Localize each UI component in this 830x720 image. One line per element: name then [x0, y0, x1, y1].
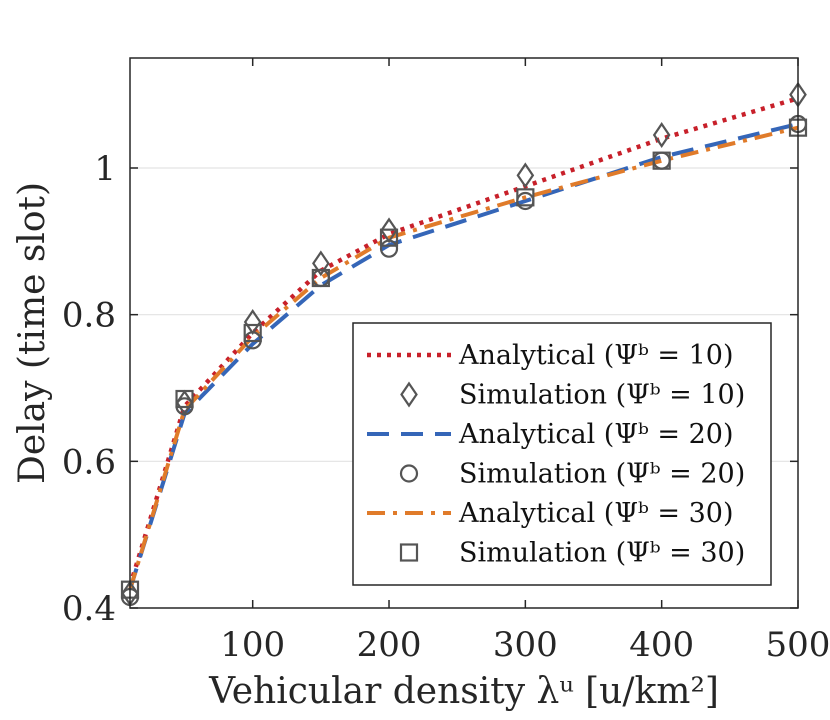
series-line-3: [128, 125, 799, 591]
legend-entry: Analytical (Ψᵇ = 10): [367, 340, 733, 371]
legend-entry: Simulation (Ψᵇ = 30): [399, 538, 745, 569]
series-marker-square-3: [243, 323, 262, 343]
series-marker-square-7: [652, 151, 671, 170]
y-tick-label: 0.8: [62, 296, 116, 336]
x-tick-label: 500: [766, 625, 830, 665]
legend: Analytical (Ψᵇ = 10) Simulation (Ψᵇ = 10)…: [352, 322, 772, 586]
legend-entry: Analytical (Ψᵇ = 20): [367, 419, 733, 450]
legend-entry: Simulation (Ψᵇ = 10): [400, 380, 745, 411]
y-tick-label: 0.4: [62, 589, 116, 629]
axes: [129, 57, 799, 609]
series-marker-circle-5: [379, 239, 399, 258]
axes-box: [129, 57, 799, 609]
legend-swatch-circle: [399, 464, 419, 483]
legend-label: Simulation (Ψᵇ = 30): [459, 538, 745, 569]
y-axis-label: Delay (time slot): [12, 182, 53, 484]
legend-label: Simulation (Ψᵇ = 20): [459, 459, 745, 490]
series-marker-square-4: [311, 268, 330, 288]
legend-swatch-diamond: [400, 381, 418, 408]
series-marker-square-5: [379, 228, 399, 247]
x-tick-label: 400: [629, 625, 694, 665]
x-tick-label: 200: [357, 625, 422, 665]
legend-label: Simulation (Ψᵇ = 10): [459, 380, 745, 411]
series-marker-diamond-6: [516, 162, 535, 189]
series-line-1: [127, 96, 799, 587]
x-tick-label: 300: [493, 625, 558, 665]
legend-label: Analytical (Ψᵇ = 10): [458, 340, 733, 371]
legend-entry: Simulation (Ψᵇ = 20): [399, 459, 745, 490]
legend-swatch-square: [399, 543, 419, 562]
series-marker-diamond-4: [312, 250, 330, 277]
y-tick-label: 0.6: [62, 442, 116, 482]
series-marker-square-6: [516, 188, 535, 207]
legend-label: Analytical (Ψᵇ = 30): [458, 498, 733, 529]
series-marker-diamond-7: [652, 122, 671, 148]
y-tick-label: 1: [94, 149, 116, 189]
legend-label: Analytical (Ψᵇ = 20): [458, 419, 733, 450]
series-layer: [120, 81, 808, 607]
series-line-2: [128, 122, 799, 591]
x-axis-label: Vehicular density λᵘ [u/km²]: [208, 671, 719, 712]
x-tick-label: 100: [220, 625, 285, 665]
legend-box: [352, 322, 772, 586]
ticks: 0.4 0.6 0.8 1 100 200 300 400 500: [62, 58, 830, 665]
series-marker-square-2: [175, 389, 194, 409]
legend-entry: Analytical (Ψᵇ = 30): [367, 498, 733, 529]
